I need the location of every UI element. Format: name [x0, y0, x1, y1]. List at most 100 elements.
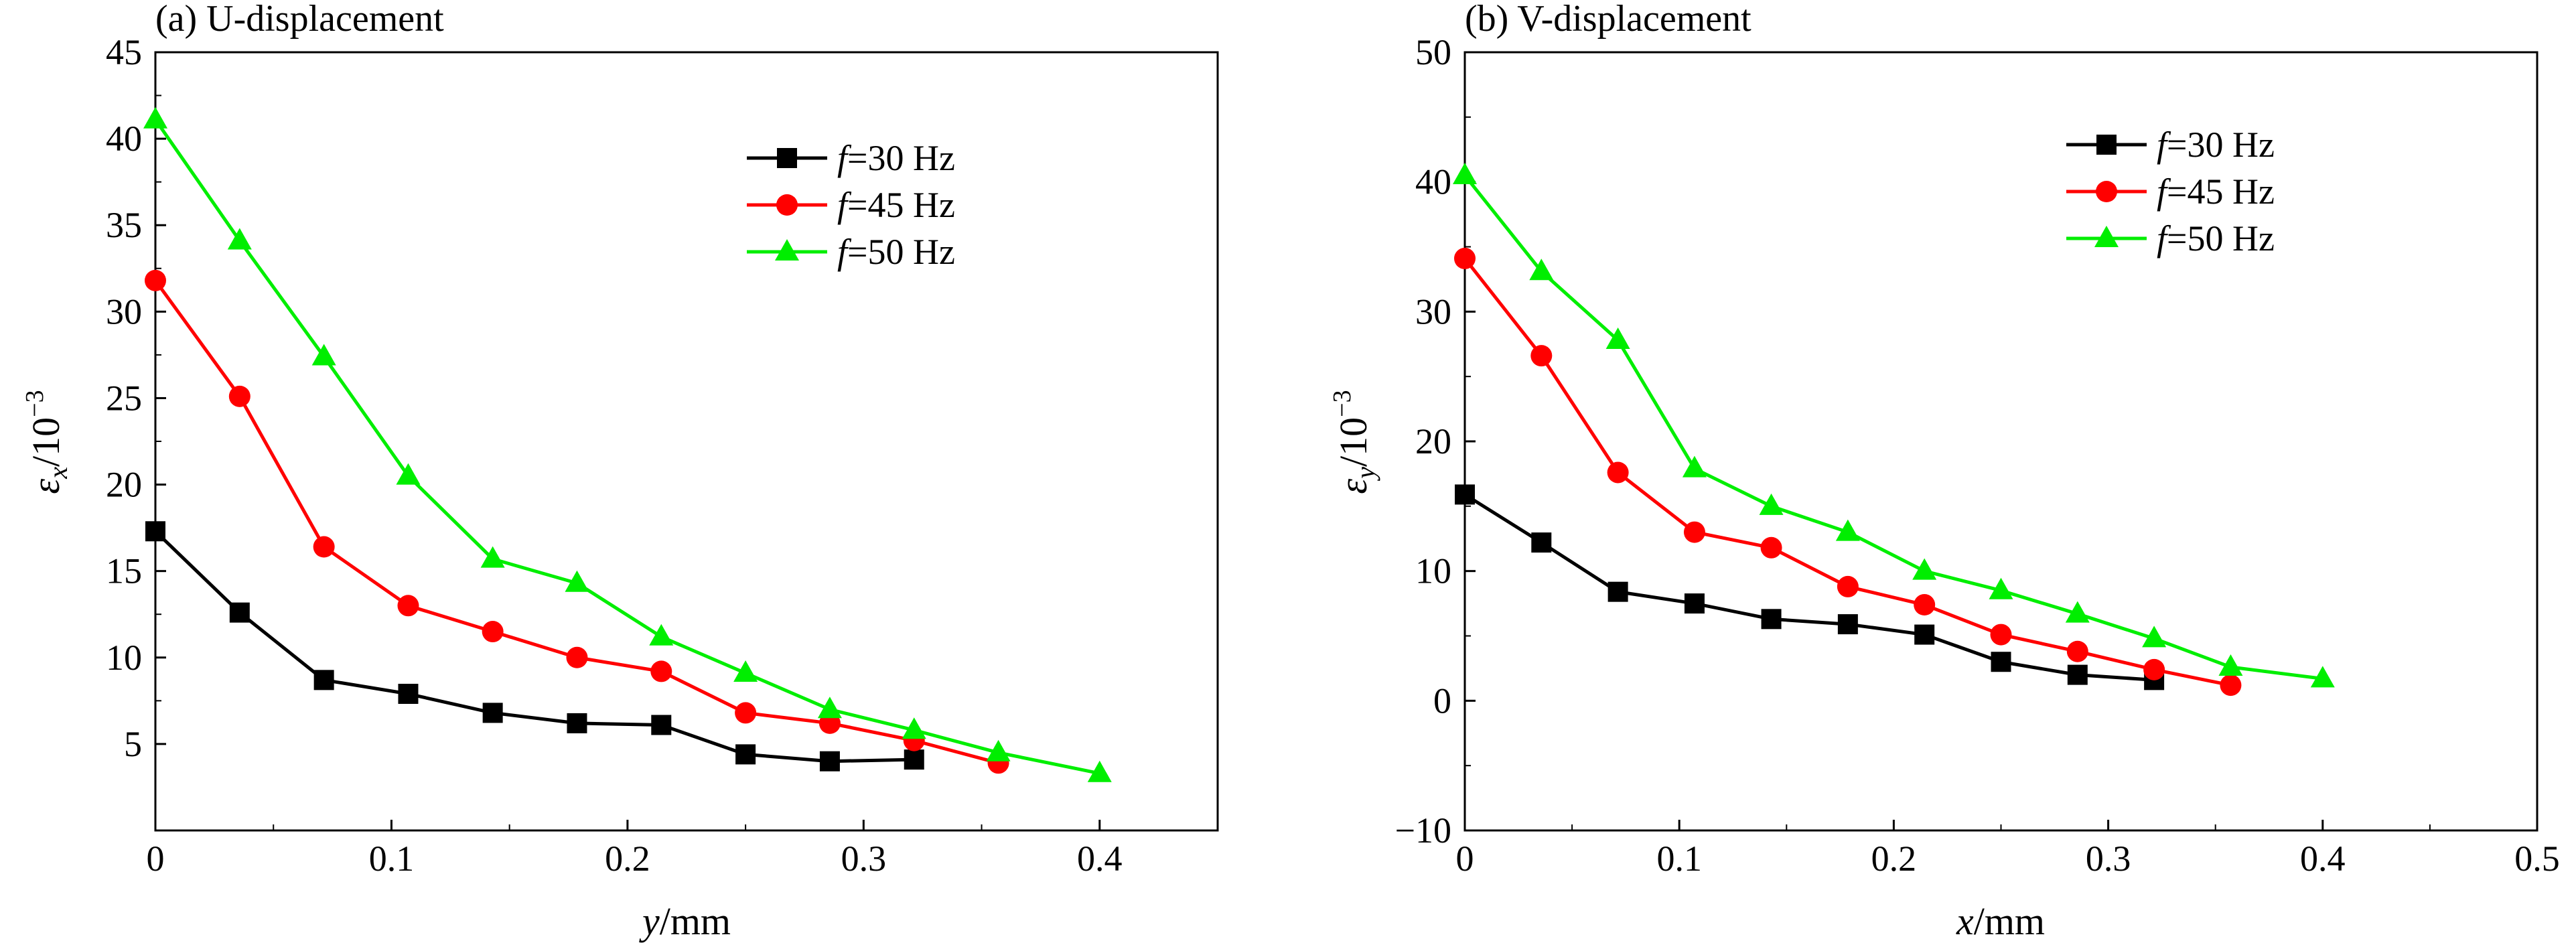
data-point: [1837, 575, 1859, 597]
data-point: [1835, 519, 1860, 541]
data-point: [1605, 327, 1630, 349]
chart-title: (b) V-displacement: [1465, 0, 1751, 40]
data-point: [1914, 594, 1936, 616]
chart-title: (a) U-displacement: [155, 0, 444, 40]
data-point: [1607, 581, 1628, 602]
data-point: [1912, 558, 1937, 580]
data-point: [2310, 666, 2335, 688]
data-point: [1530, 345, 1553, 367]
data-point: [1761, 609, 1782, 630]
y-axis-exponent: −3: [21, 390, 49, 417]
data-point: [145, 521, 165, 542]
data-point: [313, 536, 335, 558]
data-point: [2220, 674, 2242, 697]
y-tick-label: −10: [1395, 810, 1451, 851]
y-axis-unit: /10: [24, 417, 68, 467]
y-tick-label: 15: [106, 551, 142, 591]
panel-a-u-displacement: 0 0.1 0.2 0.3 0.4 5 10 15 20 25 30 35 40 45 (a) U-disp…: [21, 0, 1219, 943]
data-point: [1914, 624, 1935, 645]
legend-marker: [776, 194, 798, 216]
legend-marker: [775, 239, 799, 261]
data-point: [1682, 455, 1707, 478]
data-point: [735, 702, 757, 724]
data-point: [735, 744, 756, 765]
data-point: [1455, 484, 1475, 505]
data-point: [1837, 614, 1858, 635]
y-tick-label: 20: [106, 465, 142, 505]
series-triangle: [143, 106, 1112, 782]
y-tick-label: 45: [106, 32, 142, 72]
x-tick-label: 0.1: [369, 838, 415, 879]
series-circle: [145, 269, 1009, 774]
data-point: [1990, 624, 2012, 646]
legend-label-rest: =45 Hz: [847, 185, 955, 225]
data-point: [902, 717, 926, 739]
data-point: [567, 713, 587, 733]
data-point: [1607, 461, 1629, 484]
series-circle: [1454, 247, 2242, 697]
y-tick-label: 50: [1415, 32, 1451, 72]
data-point: [1760, 536, 1782, 559]
data-point: [145, 269, 166, 291]
x-tick-label: 0.5: [2514, 838, 2560, 879]
x-axis-unit: /mm: [660, 899, 731, 943]
x-tick-label: 0: [1456, 838, 1474, 879]
legend-entry: f=50 Hz: [747, 232, 955, 272]
y-axis-symbol: ε: [1332, 479, 1375, 494]
x-axis-variable: y: [639, 899, 660, 943]
y-axis-exponent: −3: [1328, 390, 1356, 417]
series-triangle: [1453, 162, 2335, 688]
legend-entry: f=50 Hz: [2066, 218, 2275, 259]
y-tick-label: 30: [106, 291, 142, 332]
data-point: [1989, 577, 2013, 599]
y-tick-label: 35: [106, 205, 142, 245]
y-axis-symbol: ε: [24, 479, 68, 494]
data-point: [143, 106, 167, 129]
legend-entry: f=30 Hz: [747, 138, 955, 178]
legend-label-rest: =50 Hz: [847, 232, 955, 272]
plot-frame: [154, 51, 1219, 832]
legend-label: f=45 Hz: [837, 185, 955, 225]
legend-entry: f=45 Hz: [747, 185, 955, 225]
data-point: [565, 570, 589, 592]
x-axis-unit: /mm: [1974, 899, 2045, 943]
legend-entry: f=30 Hz: [2066, 125, 2275, 165]
y-axis-subscript: x: [43, 467, 73, 480]
data-point: [1529, 259, 1554, 281]
x-tick-label: 0.3: [2086, 838, 2131, 879]
data-point: [398, 684, 419, 705]
legend-marker: [777, 148, 797, 168]
legend-label: f=50 Hz: [2157, 218, 2275, 259]
legend-marker: [2096, 135, 2117, 155]
x-tick-label: 0.3: [841, 838, 887, 879]
data-point: [1453, 162, 1477, 184]
data-point: [1991, 652, 2011, 672]
data-point: [1454, 247, 1476, 269]
legend-label-rest: =30 Hz: [847, 138, 955, 178]
x-tick-label: 0: [147, 838, 165, 879]
data-point: [228, 385, 251, 407]
data-point: [227, 228, 252, 250]
x-tick-label: 0.4: [1077, 838, 1123, 879]
legend-label: f=30 Hz: [2157, 125, 2275, 165]
x-tick-label: 0.2: [605, 838, 650, 879]
series-line: [153, 279, 999, 765]
y-tick-label: 0: [1433, 680, 1451, 721]
y-tick-label: 40: [106, 119, 142, 159]
legend-label-rest: =45 Hz: [2167, 171, 2275, 212]
data-point: [650, 660, 672, 682]
legend-label: f=50 Hz: [837, 232, 955, 272]
y-axis-unit: /10: [1332, 417, 1375, 467]
data-point: [311, 344, 336, 366]
y-tick-label: 10: [106, 638, 142, 678]
data-point: [649, 624, 674, 646]
series-square: [145, 521, 924, 772]
legend-label: f=30 Hz: [837, 138, 955, 178]
series-line: [153, 119, 1100, 776]
data-point: [396, 463, 421, 485]
data-point: [1087, 760, 1112, 782]
data-point: [480, 546, 505, 568]
data-point: [2143, 658, 2165, 680]
x-tick-label: 0.4: [2300, 838, 2346, 879]
